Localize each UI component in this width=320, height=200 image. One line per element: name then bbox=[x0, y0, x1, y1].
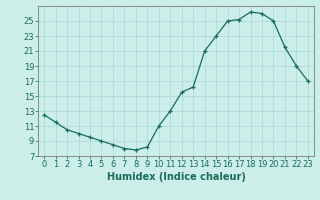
X-axis label: Humidex (Indice chaleur): Humidex (Indice chaleur) bbox=[107, 172, 245, 182]
